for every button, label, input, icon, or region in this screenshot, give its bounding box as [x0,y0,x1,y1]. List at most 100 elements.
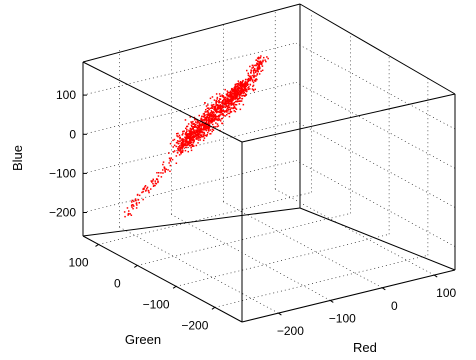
data-point [154,184,156,187]
data-point [200,126,202,128]
data-point [244,93,247,95]
data-point [169,170,171,172]
data-point [224,101,227,103]
data-point [209,115,211,117]
y-tick-label: −100 [143,297,170,311]
data-point [253,73,255,75]
data-point [249,84,252,86]
data-point [199,136,202,139]
data-point [203,131,205,134]
data-point [246,69,248,72]
data-point [198,137,200,139]
data-point [188,130,190,133]
data-point [144,186,146,188]
data-point [220,108,223,110]
data-point [142,188,144,191]
data-point [204,116,207,119]
data-point [195,125,197,128]
data-point [212,126,215,128]
data-point [189,131,191,134]
data-point [190,121,192,123]
data-point [251,80,254,82]
data-point [182,132,184,135]
data-point [260,63,263,65]
data-point [195,137,198,139]
data-point [214,114,216,116]
data-point [144,185,147,187]
data-point [220,113,222,116]
data-point [239,108,242,111]
data-point [235,108,238,110]
data-point [201,136,203,138]
data-point [254,79,257,81]
data-point [137,199,139,201]
data-point [219,104,221,106]
data-point [234,97,236,99]
grid-line-backwall-z [82,160,297,213]
data-point [193,131,195,134]
data-point [206,114,209,116]
data-point [207,120,210,122]
data-point [179,146,181,148]
tick-layer: −200 −100 0 100 −200 −100 0 100 −200 −100 0 100 [49,88,457,338]
data-point [239,93,242,96]
data-point [157,181,159,184]
data-point [198,122,200,124]
box-edge [241,93,456,143]
data-point [201,124,204,126]
data-point [257,56,260,59]
data-point [201,120,203,122]
data-point [226,114,228,116]
data-point [237,88,239,90]
data-point [212,117,214,119]
data-point [230,100,233,102]
z-tick-label: 0 [69,127,76,141]
data-point [203,133,206,135]
data-point [191,130,193,133]
data-point [189,127,192,130]
data-point [208,130,210,132]
data-point [241,82,243,85]
data-point [195,123,197,126]
data-point [200,123,202,125]
data-point [180,152,182,155]
data-point [215,122,217,124]
data-point [185,136,187,139]
data-point [134,198,137,200]
data-point [192,123,194,126]
data-point [130,214,133,216]
data-point [243,88,246,90]
data-point [234,103,236,106]
data-point [226,99,228,101]
data-point [195,131,198,133]
data-point [193,129,195,131]
data-point [240,82,243,84]
data-point [257,67,259,69]
data-point [150,188,152,190]
data-point [248,78,250,81]
data-point [181,146,184,149]
data-point [200,124,202,127]
data-point [146,186,149,189]
data-point [240,84,242,87]
data-point [219,95,222,97]
data-point [189,136,192,138]
data-point [205,111,207,113]
data-point [217,119,219,122]
data-point [176,133,178,135]
data-point [227,110,229,112]
data-point [195,144,198,147]
data-point [230,96,233,98]
data-point [179,145,181,147]
data-point [229,111,232,113]
data-point [252,84,255,87]
data-point [176,135,178,137]
data-point [180,151,183,153]
data-point [198,134,200,136]
data-point [150,180,152,182]
data-point [213,103,215,106]
data-point [236,95,238,97]
data-point [230,111,233,113]
data-point [244,89,246,92]
data-point [169,160,171,162]
